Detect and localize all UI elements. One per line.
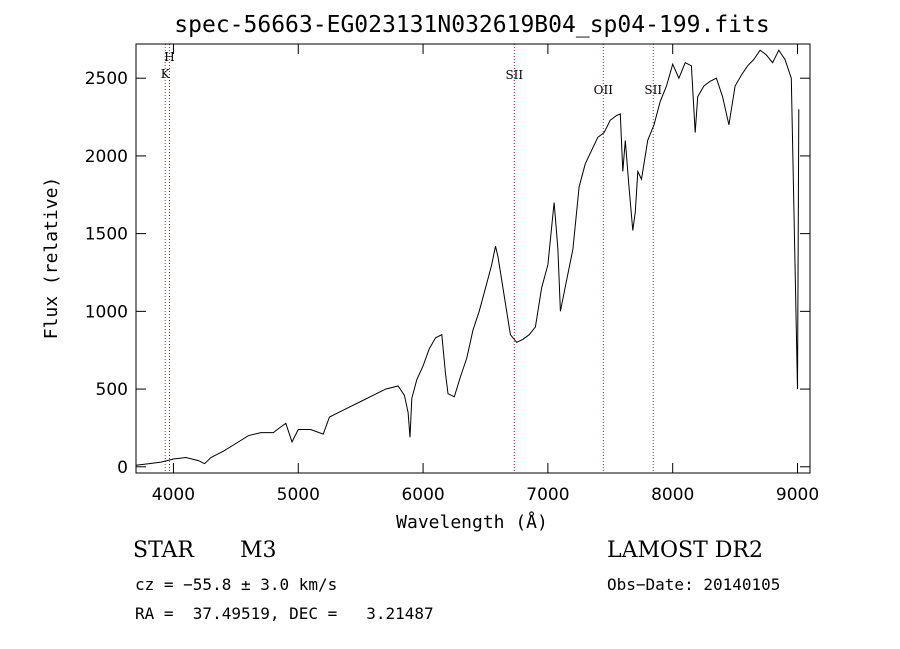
reference-line-label: H [164,50,174,64]
x-tick-label: 6000 [401,485,444,505]
reference-line-label: K [161,67,171,81]
sky-coordinates: RA = 37.49519, DEC = 3.21487 [135,604,434,623]
reference-line-label: OII [594,83,614,97]
survey-name: LAMOST DR2 [607,538,763,563]
object-type: STAR [133,538,194,563]
spectrum-line [135,49,800,466]
chart-title: spec-56663-EG023131N032619B04_sp04-199.f… [174,12,769,38]
redshift-velocity: cz = −55.8 ± 3.0 km/s [135,575,338,594]
x-axis-label: Wavelength (Å) [396,511,548,533]
x-tick-label: 8000 [651,485,694,505]
x-tick-label: 7000 [526,485,569,505]
y-tick-label: 1500 [85,225,128,245]
x-tick-label: 4000 [152,485,195,505]
x-tick-label: 5000 [277,485,320,505]
spectral-subclass: M3 [240,538,277,563]
y-tick-label: 2500 [85,69,128,89]
reference-line-labels: HK SII OII SII [161,50,663,97]
y-axis-ticks: 0 500 1000 1500 2000 2500 [85,69,810,478]
observation-date: Obs−Date: 20140105 [607,575,781,594]
reference-lines [164,44,654,473]
plot-frame [135,43,811,474]
reference-line-label: SII [505,68,523,82]
reference-line-label: SII [644,83,662,97]
x-tick-label: 9000 [776,485,819,505]
x-axis-ticks: 4000 5000 6000 7000 8000 9000 [152,44,819,505]
y-tick-label: 0 [117,458,128,478]
y-axis-label: Flux (relative) [41,177,62,340]
y-tick-label: 2000 [85,147,128,167]
y-tick-label: 500 [96,380,128,400]
y-tick-label: 1000 [85,302,128,322]
